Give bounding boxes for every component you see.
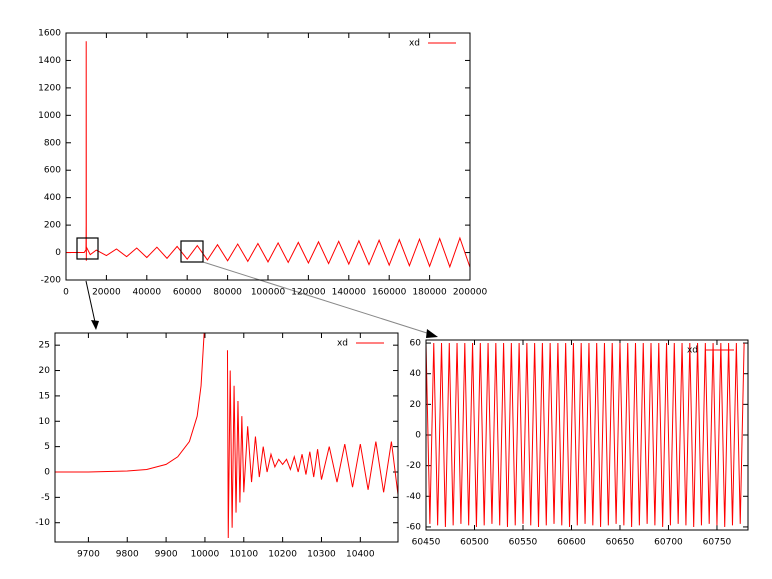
x-tick-label: 10400: [346, 550, 375, 560]
zoom-arrow: [85, 280, 96, 323]
x-tick-label: 10300: [307, 550, 336, 560]
x-tick-label: 160000: [372, 288, 407, 298]
data-line: [66, 41, 470, 269]
y-tick-label: 1200: [38, 83, 61, 93]
x-tick-label: 100000: [251, 288, 286, 298]
plot-frame: [425, 339, 749, 531]
data-line: [55, 333, 398, 538]
x-tick-label: 40000: [132, 288, 161, 298]
chart: -60 -40 -20 0 20 40 60 60450 60500 60550 60600 6065…: [406, 339, 749, 548]
y-tick-label: -10: [35, 518, 50, 528]
x-tick-label: 60700: [654, 538, 683, 548]
y-tick-label: 0: [55, 248, 61, 258]
y-tick-label: 40: [410, 369, 422, 379]
y-tick-label: 1600: [38, 29, 61, 39]
arrow-head: [426, 329, 438, 338]
y-tick-label: -20: [406, 461, 421, 471]
x-tick-label: 80000: [213, 288, 242, 298]
x-tick-label: 9800: [116, 550, 139, 560]
y-tick-label: 1000: [38, 111, 61, 121]
x-tick-label: 60000: [173, 288, 202, 298]
y-tick-label: 0: [415, 431, 421, 441]
x-tick-label: 120000: [291, 288, 326, 298]
zoom-annotations: [85, 261, 438, 338]
x-tick-label: 60500: [460, 538, 489, 548]
x-tick-label: 60750: [703, 538, 732, 548]
chart: -10 -5 0 5 10 15 20 25 9700 9800 9900 10000 10100 102…: [35, 332, 399, 560]
y-tick-label: -40: [406, 492, 421, 502]
arrow-head: [91, 320, 99, 330]
legend-label: xd: [337, 339, 348, 349]
y-tick-label: 20: [39, 366, 51, 376]
legend-label: xd: [687, 346, 698, 356]
zoom-box: [180, 240, 204, 263]
y-tick-label: 0: [44, 467, 50, 477]
plot-frame: [65, 32, 471, 281]
y-tick-label: 15: [39, 391, 50, 401]
x-tick-label: 20000: [92, 288, 121, 298]
y-tick-label: -200: [41, 276, 62, 286]
x-tick-label: 140000: [332, 288, 367, 298]
x-tick-label: 10200: [268, 550, 297, 560]
zoom-arrow: [202, 261, 431, 335]
x-tick-label: 60650: [606, 538, 635, 548]
y-tick-label: -5: [41, 493, 50, 503]
x-tick-label: 60550: [509, 538, 538, 548]
y-tick-label: 800: [44, 138, 61, 148]
data-line: [426, 343, 745, 527]
y-tick-label: 400: [44, 193, 61, 203]
y-tick-label: 25: [39, 341, 50, 351]
legend-label: xd: [409, 39, 420, 49]
y-tick-label: 10: [39, 417, 51, 427]
y-tick-label: 200: [44, 221, 61, 231]
y-tick-label: 5: [44, 442, 50, 452]
plot-frame: [54, 332, 399, 543]
x-tick-label: 180000: [412, 288, 447, 298]
x-tick-label: 60600: [557, 538, 586, 548]
y-tick-label: -60: [406, 522, 421, 532]
x-tick-label: 10100: [229, 550, 258, 560]
y-tick-label: 20: [410, 400, 422, 410]
x-tick-label: 9900: [155, 550, 178, 560]
x-tick-label: 200000: [453, 288, 488, 298]
y-tick-label: 600: [44, 166, 61, 176]
x-tick-label: 9700: [77, 550, 100, 560]
y-tick-label: 60: [410, 339, 422, 349]
x-tick-label: 10000: [191, 550, 220, 560]
zoom-box: [76, 237, 99, 260]
x-tick-label: 60450: [412, 538, 441, 548]
x-tick-label: 0: [63, 288, 69, 298]
y-tick-label: 1400: [38, 56, 61, 66]
